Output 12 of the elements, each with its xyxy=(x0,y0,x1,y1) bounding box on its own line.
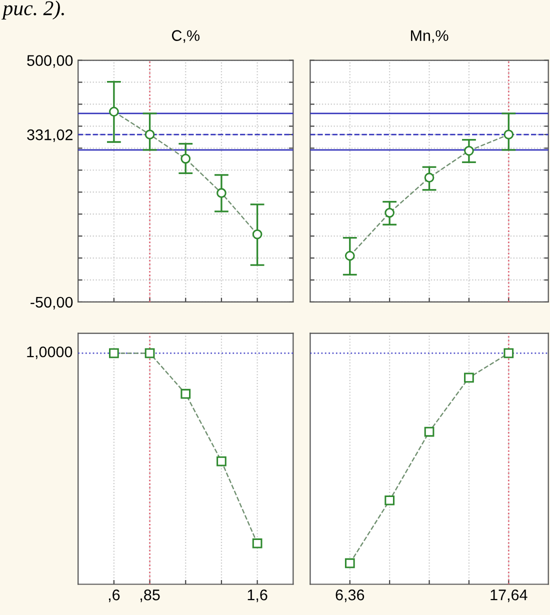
x-tick-label: 1,6 xyxy=(248,590,268,602)
y-tick-label: -50,00 xyxy=(30,296,73,310)
ref-line-label: 1,0000 xyxy=(27,346,72,360)
chart-title: Mn,% xyxy=(411,30,448,43)
y-tick-label: 331,02 xyxy=(27,129,72,142)
x-tick-label: ,6 xyxy=(108,590,120,602)
chart-title: C,% xyxy=(172,30,200,43)
text: рис. 2). xyxy=(2,0,64,20)
x-tick-label: 17,64 xyxy=(490,590,528,602)
x-tick-label: 6,36 xyxy=(336,590,364,602)
y-tick-label: 500,00 xyxy=(27,55,73,68)
x-tick-label: ,85 xyxy=(140,590,160,602)
